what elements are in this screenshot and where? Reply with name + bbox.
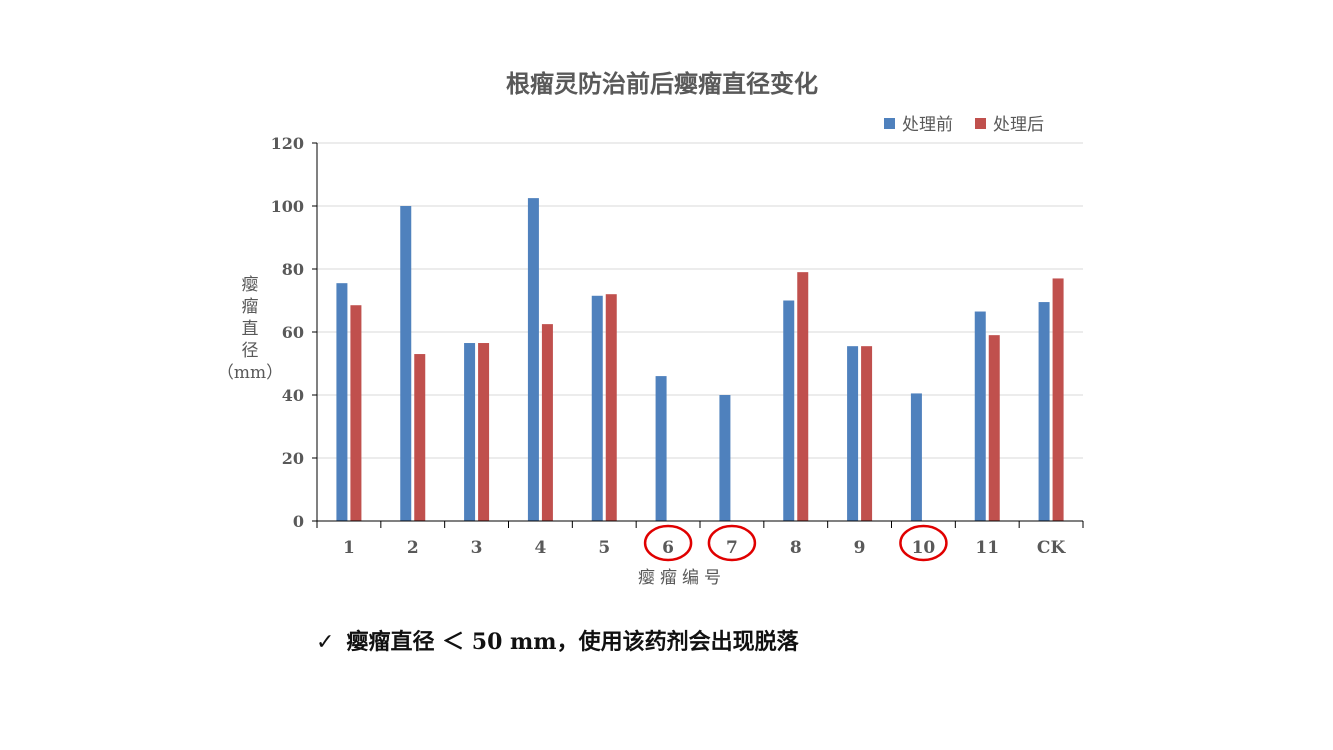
x-tick-label: 10 — [912, 538, 936, 558]
bar-处理前-10 — [910, 393, 922, 521]
bar-处理后-1 — [350, 305, 362, 521]
bar-处理前-CK — [1038, 302, 1050, 521]
x-tick-label: 5 — [598, 538, 610, 558]
bar-处理前-11 — [974, 311, 986, 521]
x-tick-label: 7 — [726, 538, 738, 558]
highlight-circle-7 — [707, 524, 757, 562]
x-tick-label: 8 — [790, 538, 802, 558]
x-tick-label: 4 — [534, 538, 546, 558]
check-icon: ✓ — [316, 630, 335, 655]
note-text: 瘿瘤直径 ＜ 50 mm，使用该药剂会出现脱落 — [346, 629, 799, 655]
y-tick-label: 60 — [282, 323, 304, 342]
bars — [336, 198, 1064, 521]
x-tick-label: CK — [1037, 538, 1067, 558]
y-axis-label-char: 径 — [242, 341, 259, 361]
x-tick-label: 6 — [662, 538, 674, 558]
conclusion-note: ✓ 瘿瘤直径 ＜ 50 mm，使用该药剂会出现脱落 — [316, 624, 799, 656]
bar-处理前-5 — [591, 295, 603, 521]
y-tick-label: 0 — [293, 512, 304, 531]
gridlines — [317, 142, 1083, 459]
x-tick-label: 3 — [471, 538, 483, 558]
bar-处理后-5 — [605, 294, 617, 521]
y-tick-label: 100 — [271, 197, 304, 216]
bar-处理前-9 — [847, 346, 859, 521]
bar-处理前-3 — [464, 343, 476, 521]
axes — [312, 142, 1084, 528]
bar-处理前-8 — [783, 300, 795, 521]
highlight-circle-6 — [643, 524, 693, 562]
bar-处理后-8 — [797, 272, 809, 521]
legend-label-处理前: 处理前 — [902, 115, 953, 135]
y-axis-label-char: 直 — [242, 319, 259, 339]
x-tick-label: 2 — [407, 538, 419, 558]
y-tick-label: 40 — [282, 386, 304, 405]
x-tick-label: 9 — [854, 538, 866, 558]
x-axis-ticks: 1 2 3 4 5 6 7 8 9 10 11 CK — [343, 538, 1066, 558]
bar-处理前-4 — [527, 198, 539, 521]
highlight-circles — [643, 524, 948, 562]
legend-swatch-处理后 — [975, 118, 986, 129]
legend-label-处理后: 处理后 — [993, 115, 1044, 135]
y-axis-label: 瘿瘤直径（mm） — [217, 275, 283, 383]
bar-处理前-2 — [400, 206, 412, 521]
x-axis-label: 瘿瘤编号 — [638, 568, 726, 588]
x-tick-label: 1 — [343, 538, 355, 558]
y-axis-label-char: 瘤 — [242, 297, 259, 317]
y-tick-label: 20 — [282, 449, 304, 468]
bar-处理后-CK — [1052, 278, 1064, 521]
bar-处理前-6 — [655, 376, 667, 521]
y-axis-label-char: （mm） — [217, 363, 283, 383]
legend: 处理前 处理后 — [884, 115, 1044, 135]
chart-title: 根瘤灵防治前后瘿瘤直径变化 — [506, 69, 818, 98]
legend-swatch-处理前 — [884, 118, 895, 129]
bar-处理后-11 — [988, 335, 1000, 521]
bar-处理后-2 — [414, 354, 426, 521]
bar-处理前-7 — [719, 395, 731, 521]
bar-处理后-9 — [861, 346, 873, 521]
y-tick-label: 80 — [282, 260, 304, 279]
y-tick-label: 120 — [271, 134, 304, 153]
x-tick-label: 11 — [975, 538, 999, 558]
bar-处理后-4 — [541, 324, 553, 521]
y-axis-label-char: 瘿 — [242, 275, 259, 295]
bar-处理前-1 — [336, 283, 348, 521]
highlight-circle-10 — [899, 524, 948, 562]
bar-处理后-3 — [478, 343, 490, 521]
y-axis-ticks: 0 20 40 60 80 100 120 — [271, 134, 304, 531]
